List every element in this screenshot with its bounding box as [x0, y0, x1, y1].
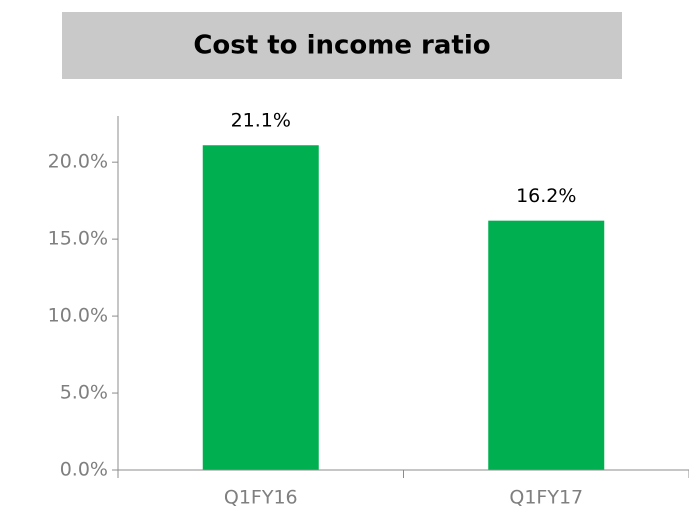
value-label: 21.1%: [231, 110, 291, 132]
title-box: [62, 12, 622, 79]
y-tick-label: 10.0%: [48, 305, 108, 327]
y-tick-label: 0.0%: [60, 459, 108, 481]
x-tick-label: Q1FY17: [509, 487, 583, 509]
bar: [202, 145, 319, 471]
bar: [488, 220, 605, 470]
value-label: 16.2%: [516, 185, 576, 207]
y-tick-label: 5.0%: [60, 382, 108, 404]
y-tick-label: 15.0%: [48, 228, 108, 250]
y-tick-label: 20.0%: [48, 151, 108, 173]
x-tick-label: Q1FY16: [224, 487, 298, 509]
chart-title: Cost to income ratio: [193, 31, 490, 61]
